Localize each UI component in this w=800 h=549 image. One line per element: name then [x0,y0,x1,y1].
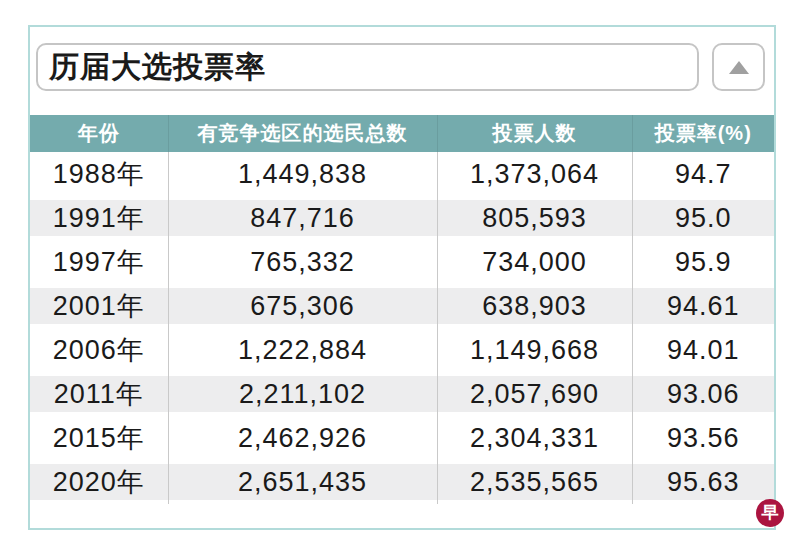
turnout-cell: 95.0 [632,196,774,240]
column-header-electorate: 有竞争选区的选民总数 [168,115,437,152]
votes-cell: 734,000 [437,240,632,284]
year-cell: 1988年 [30,152,168,196]
electorate-cell: 2,462,926 [168,416,437,460]
turnout-cell: 94.01 [632,328,774,372]
votes-cell: 2,535,565 [437,460,632,504]
turnout-cell: 94.61 [632,284,774,328]
panel-title-text: 历届大选投票率 [49,47,266,88]
electorate-cell: 1,449,838 [168,152,437,196]
electorate-cell: 847,716 [168,196,437,240]
turnout-panel: 历届大选投票率 年份 有竞争选区的选民总数 投票人数 投票率(%) 1988年 … [28,25,776,530]
panel-title: 历届大选投票率 [36,43,699,91]
table-row: 1991年 847,716 805,593 95.0 [30,196,774,240]
votes-cell: 2,304,331 [437,416,632,460]
year-cell: 2006年 [30,328,168,372]
year-cell: 2015年 [30,416,168,460]
triangle-up-icon [729,61,749,74]
table-row: 2006年 1,222,884 1,149,668 94.01 [30,328,774,372]
column-header-votes: 投票人数 [437,115,632,152]
votes-cell: 2,057,690 [437,372,632,416]
turnout-cell: 93.06 [632,372,774,416]
column-header-year: 年份 [30,115,168,152]
table-row: 2015年 2,462,926 2,304,331 93.56 [30,416,774,460]
table-row: 2001年 675,306 638,903 94.61 [30,284,774,328]
table-row: 1997年 765,332 734,000 95.9 [30,240,774,284]
electorate-cell: 2,651,435 [168,460,437,504]
year-cell: 2011年 [30,372,168,416]
column-header-turnout: 投票率(%) [632,115,774,152]
votes-cell: 638,903 [437,284,632,328]
electorate-cell: 1,222,884 [168,328,437,372]
table-row: 2011年 2,211,102 2,057,690 93.06 [30,372,774,416]
year-cell: 2020年 [30,460,168,504]
electorate-cell: 675,306 [168,284,437,328]
electorate-cell: 2,211,102 [168,372,437,416]
electorate-cell: 765,332 [168,240,437,284]
panel-header: 历届大选投票率 [36,43,765,91]
votes-cell: 1,373,064 [437,152,632,196]
turnout-cell: 94.7 [632,152,774,196]
table-row: 1988年 1,449,838 1,373,064 94.7 [30,152,774,196]
votes-cell: 805,593 [437,196,632,240]
table-header-row: 年份 有竞争选区的选民总数 投票人数 投票率(%) [30,115,774,152]
turnout-cell: 95.9 [632,240,774,284]
turnout-cell: 93.56 [632,416,774,460]
year-cell: 2001年 [30,284,168,328]
turnout-table: 年份 有竞争选区的选民总数 投票人数 投票率(%) 1988年 1,449,83… [30,115,774,504]
zaobao-logo: 早 [756,499,784,527]
year-cell: 1991年 [30,196,168,240]
table-row: 2020年 2,651,435 2,535,565 95.63 [30,460,774,504]
year-cell: 1997年 [30,240,168,284]
collapse-button[interactable] [712,43,765,91]
votes-cell: 1,149,668 [437,328,632,372]
turnout-cell: 95.63 [632,460,774,504]
